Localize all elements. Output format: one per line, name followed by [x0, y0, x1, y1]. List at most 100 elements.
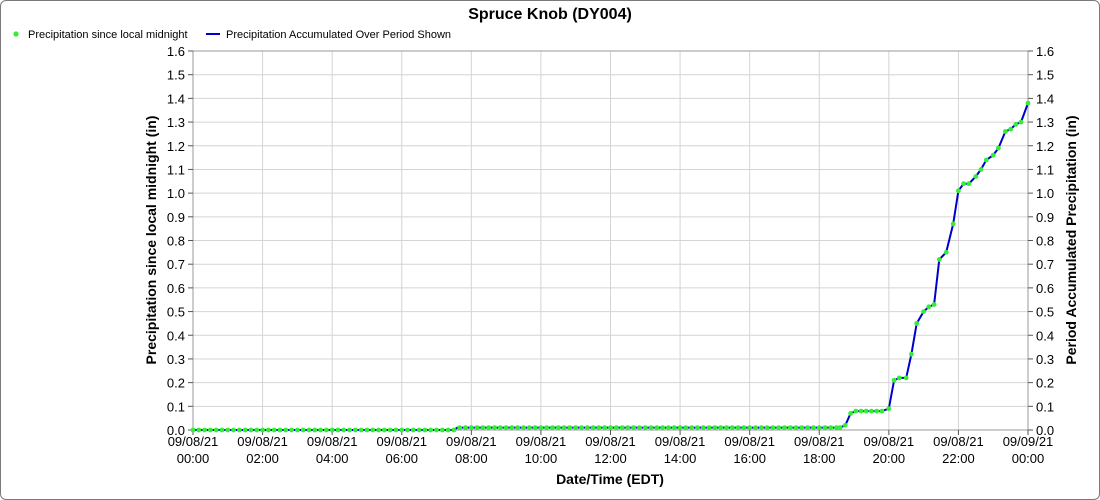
data-point: [983, 157, 989, 163]
data-point: [463, 425, 468, 430]
data-point: [318, 427, 323, 433]
data-point: [966, 181, 972, 187]
data-point: [858, 408, 864, 414]
data-point: [468, 425, 474, 430]
data-point: [956, 188, 961, 194]
data-point: [834, 425, 839, 430]
y-tick-label-left: 0.5: [167, 305, 185, 320]
y-tick-label-left: 1.3: [167, 115, 185, 130]
y-axis-right: 0.0 0.1 0.2 0.3 0.4 0.5 0.6 0.7 0.8 0.9 1.0 1.1 1.2 1…: [1028, 44, 1054, 438]
x-axis: 09/08/21 00:00 09/08/21 02:00 09/08/21 04:00 0…: [168, 430, 1054, 466]
x-tick-time: 14:00: [664, 451, 697, 466]
y-tick-label-left: 0.7: [167, 257, 185, 272]
x-tick-date: 09/08/21: [794, 434, 845, 449]
data-point: [619, 425, 625, 430]
y-tick-label-left: 0.9: [167, 210, 185, 225]
data-point: [213, 427, 219, 433]
y-tick-label-left: 1.5: [167, 68, 185, 83]
data-point: [909, 351, 914, 357]
x-tick-time: 20:00: [873, 451, 906, 466]
x-tick-time: 04:00: [316, 451, 349, 466]
data-point: [706, 425, 712, 430]
data-point: [521, 425, 526, 430]
data-point: [921, 309, 926, 314]
data-point: [237, 427, 242, 433]
y-tick-label-right: 1.6: [1036, 44, 1054, 59]
x-tick-time: 18:00: [803, 451, 836, 466]
data-point: [996, 145, 1001, 151]
data-point: [382, 427, 387, 433]
data-point: [561, 425, 567, 430]
data-point: [190, 427, 196, 433]
x-tick-date: 09/08/21: [446, 434, 497, 449]
data-point: [428, 427, 434, 433]
data-point: [973, 174, 979, 179]
data-point: [608, 425, 613, 430]
y-tick-label-right: 1.4: [1036, 91, 1054, 106]
y-axis-left: 0.0 0.1 0.2 0.3 0.4 0.5 0.6 0.7 0.8 0.9 1.0 1.1 1.2 1…: [167, 44, 193, 438]
x-tick-time: 10:00: [525, 451, 558, 466]
data-point: [625, 425, 631, 430]
data-point: [879, 408, 885, 414]
y-tick-label-right: 0.9: [1036, 210, 1054, 225]
data-point: [805, 425, 811, 430]
data-point: [896, 375, 902, 381]
data-point: [295, 427, 300, 433]
data-point: [387, 427, 393, 433]
x-tick-time: 16:00: [733, 451, 766, 466]
x-tick-date: 09/09/21: [1003, 434, 1054, 449]
data-point: [1013, 122, 1019, 127]
data-point: [753, 425, 758, 430]
data-point: [943, 249, 949, 255]
data-point: [1008, 126, 1013, 132]
data-point: [289, 427, 294, 433]
data-point: [936, 257, 942, 262]
y-tick-label-right: 0.7: [1036, 257, 1054, 272]
data-point: [602, 425, 608, 430]
y-tick-label-right: 0.3: [1036, 352, 1054, 367]
data-point: [573, 425, 579, 430]
data-point: [874, 408, 880, 414]
data-point: [712, 425, 718, 430]
data-point: [579, 425, 584, 430]
x-tick-date: 09/08/21: [376, 434, 427, 449]
y-tick-label-right: 0.4: [1036, 328, 1054, 343]
data-point: [961, 181, 966, 187]
data-point: [486, 425, 492, 430]
data-point: [822, 425, 828, 430]
data-point: [596, 425, 602, 430]
data-point: [196, 427, 202, 433]
data-point: [399, 427, 405, 433]
data-point: [642, 425, 648, 430]
x-tick-date: 09/08/21: [307, 434, 358, 449]
data-point: [358, 427, 364, 433]
data-point: [869, 408, 874, 414]
y-tick-label-right: 0.1: [1036, 399, 1054, 414]
data-point: [457, 425, 463, 430]
x-tick-date: 09/08/21: [585, 434, 636, 449]
data-point: [208, 427, 213, 433]
data-point: [353, 427, 358, 433]
data-point: [863, 408, 869, 414]
x-tick-date: 09/08/21: [864, 434, 915, 449]
data-point: [376, 427, 381, 433]
data-point: [828, 425, 834, 430]
data-point: [695, 425, 700, 430]
y-tick-label-left: 0.0: [167, 423, 185, 438]
data-point: [648, 425, 654, 430]
data-point: [266, 427, 271, 433]
data-point: [787, 425, 793, 430]
data-point: [853, 408, 859, 414]
legend-entry-points: Precipitation since local midnight: [28, 29, 188, 41]
legend-entry-line: Precipitation Accumulated Over Period Sh…: [226, 29, 451, 41]
data-point: [219, 427, 225, 433]
y-tick-label-right: 0.8: [1036, 234, 1054, 249]
data-point: [931, 302, 937, 307]
data-point: [584, 425, 590, 430]
y-tick-label-left: 1.6: [167, 44, 185, 59]
data-point: [758, 425, 764, 430]
data-point: [451, 427, 457, 433]
data-point: [300, 427, 306, 433]
data-point: [891, 377, 897, 383]
data-point: [271, 427, 277, 433]
